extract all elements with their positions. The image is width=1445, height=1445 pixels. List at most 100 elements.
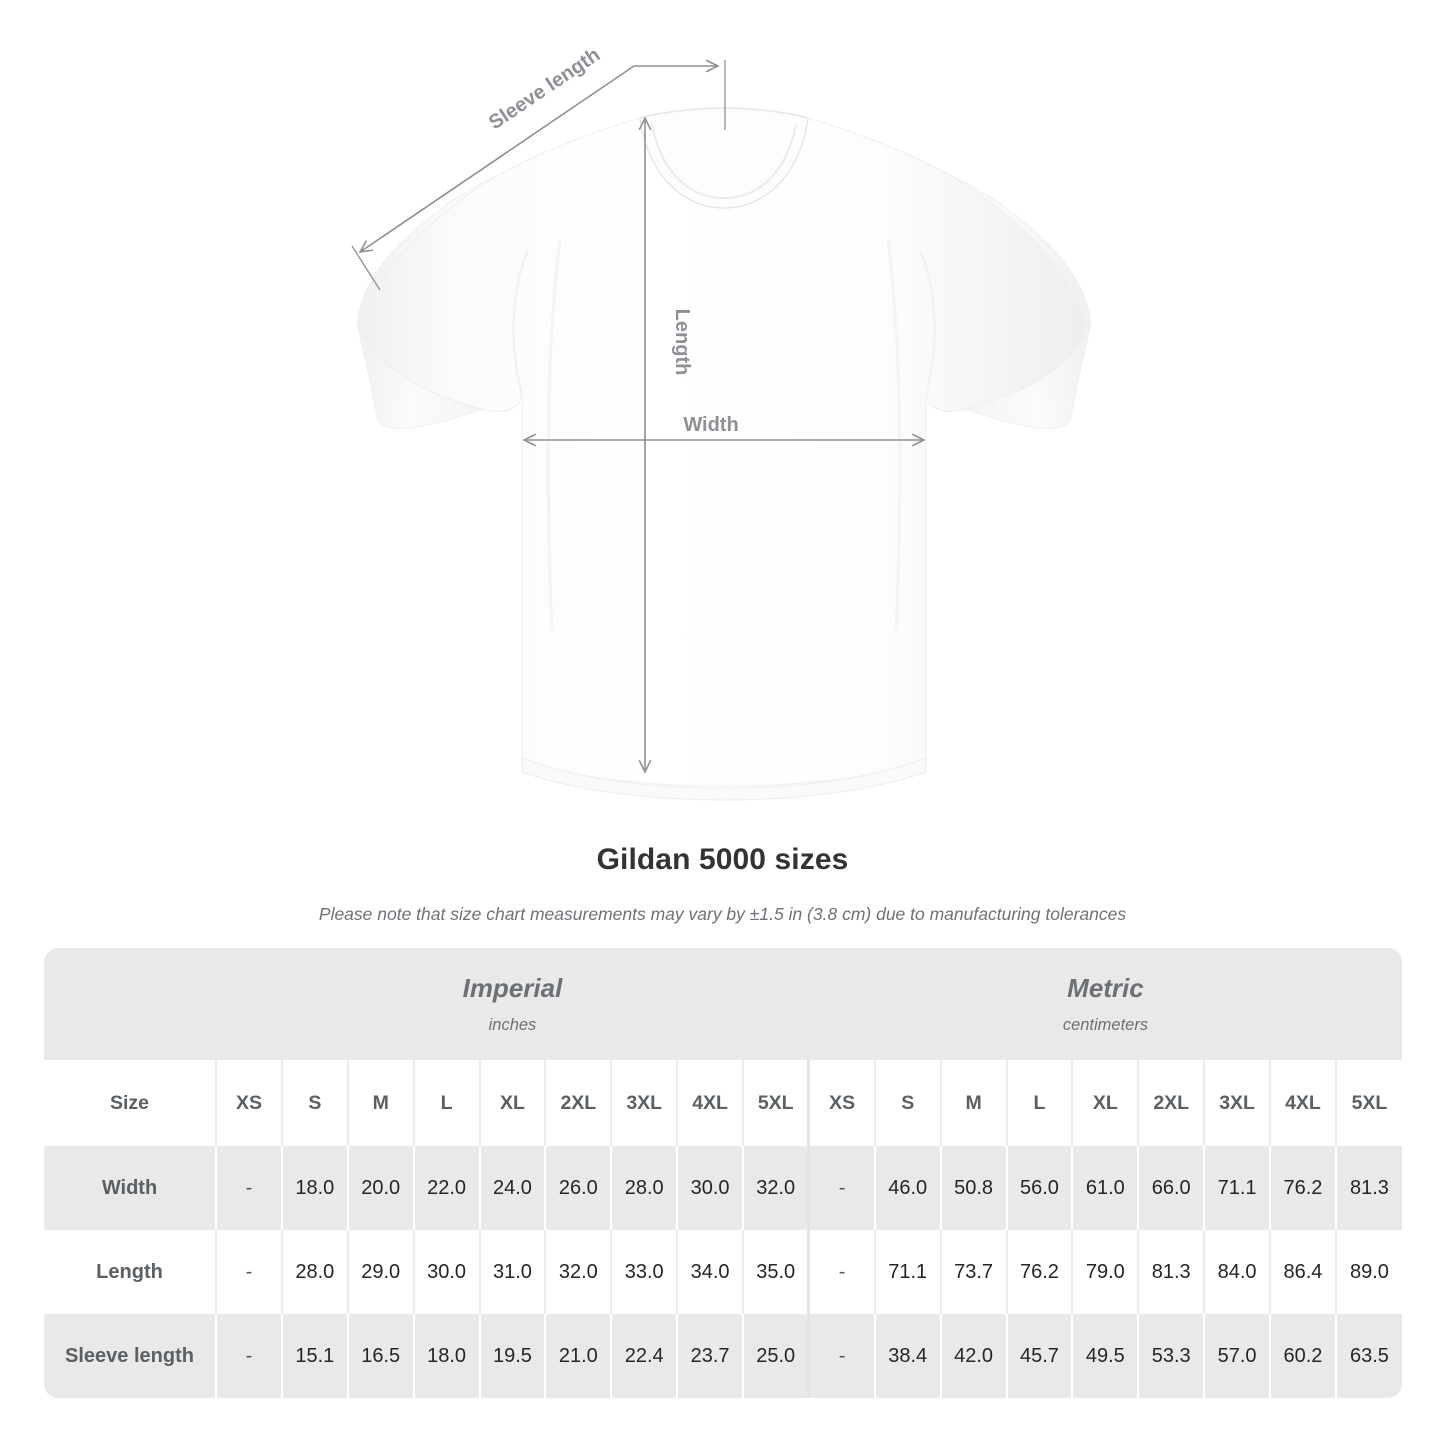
cell-width-3xl-imperial: 28.0	[611, 1146, 679, 1230]
cell-width-xs-metric: -	[808, 1146, 876, 1230]
cell-length-4xl-metric: 86.4	[1270, 1230, 1337, 1314]
empty-value-dash: -	[838, 1344, 846, 1367]
cell-width-5xl-metric: 81.3	[1335, 1146, 1402, 1230]
sleeve-length-end-tick	[351, 245, 381, 291]
tshirt-diagram: Sleeve length Length Width	[351, 44, 1092, 801]
fold-left	[546, 239, 562, 631]
cell-sleeve-length-4xl-imperial: 23.7	[677, 1314, 745, 1398]
column-header-l-imperial: L	[413, 1060, 481, 1146]
cell-sleeve-length-s-metric: 38.4	[874, 1314, 942, 1398]
unit-system-row: Imperial inches Metric centimeters	[44, 948, 1402, 1060]
cell-length-3xl-metric: 84.0	[1204, 1230, 1272, 1314]
size-chart-table-wrapper: Imperial inches Metric centimeters Size XS S M L…	[44, 948, 1402, 1398]
cell-width-3xl-metric: 71.1	[1204, 1146, 1272, 1230]
cell-length-2xl-metric: 81.3	[1138, 1230, 1206, 1314]
tolerance-note: Please note that size chart measurements…	[318, 904, 1127, 924]
cell-sleeve-length-5xl-metric: 63.5	[1335, 1314, 1402, 1398]
cell-sleeve-length-s-imperial: 15.1	[281, 1314, 349, 1398]
cell-sleeve-length-m-imperial: 16.5	[347, 1314, 415, 1398]
unit-system-name: Metric	[1067, 972, 1144, 1003]
cell-length-5xl-imperial: 35.0	[743, 1230, 811, 1314]
dimension-lines	[351, 60, 924, 772]
cell-length-l-metric: 76.2	[1006, 1230, 1074, 1314]
cell-sleeve-length-xl-imperial: 19.5	[479, 1314, 547, 1398]
cell-length-xl-imperial: 31.0	[479, 1230, 547, 1314]
cell-width-2xl-metric: 66.0	[1138, 1146, 1206, 1230]
cell-length-4xl-imperial: 34.0	[677, 1230, 745, 1314]
cell-sleeve-length-l-metric: 45.7	[1006, 1314, 1074, 1398]
cell-width-xl-imperial: 24.0	[479, 1146, 547, 1230]
column-header-2xl-imperial: 2XL	[545, 1060, 613, 1146]
table-corner-cell	[44, 948, 217, 1060]
unit-system-name: Imperial	[462, 972, 563, 1003]
table-row: Width - 18.0 20.0 22.0 24.0 26.0 28.0 30.0 32.0 - 4…	[44, 1146, 1402, 1230]
column-header-xs-metric: XS	[808, 1060, 876, 1146]
cell-width-s-metric: 46.0	[874, 1146, 942, 1230]
column-header-m-imperial: M	[347, 1060, 415, 1146]
cell-width-l-metric: 56.0	[1006, 1146, 1074, 1230]
shirt-silhouette	[356, 107, 1092, 801]
column-header-m-metric: M	[940, 1060, 1008, 1146]
cell-width-4xl-metric: 76.2	[1270, 1146, 1337, 1230]
size-chart-table: Imperial inches Metric centimeters Size XS S M L…	[44, 948, 1402, 1398]
cell-length-m-imperial: 29.0	[347, 1230, 415, 1314]
sleeve-seam-left	[512, 249, 530, 397]
cell-sleeve-length-m-metric: 42.0	[940, 1314, 1008, 1398]
cell-length-xs-metric: -	[808, 1230, 876, 1314]
column-header-4xl-imperial: 4XL	[677, 1060, 745, 1146]
cell-width-s-imperial: 18.0	[281, 1146, 349, 1230]
cell-width-m-metric: 50.8	[940, 1146, 1008, 1230]
column-header-xl-metric: XL	[1072, 1060, 1140, 1146]
column-header-5xl-imperial: 5XL	[743, 1060, 811, 1146]
cell-width-l-imperial: 22.0	[413, 1146, 481, 1230]
cell-length-5xl-metric: 89.0	[1335, 1230, 1402, 1314]
cell-sleeve-length-xs-imperial: -	[216, 1314, 283, 1398]
length-label: Length	[671, 309, 693, 376]
empty-value-dash: -	[838, 1260, 846, 1283]
row-label-length: Length	[44, 1230, 218, 1314]
cell-width-4xl-imperial: 30.0	[677, 1146, 745, 1230]
column-header-xl-imperial: XL	[479, 1060, 547, 1146]
row-label-width: Width	[44, 1146, 218, 1230]
column-header-3xl-imperial: 3XL	[611, 1060, 679, 1146]
cell-sleeve-length-xs-metric: -	[808, 1314, 876, 1398]
cell-width-xs-imperial: -	[216, 1146, 283, 1230]
unit-system-unit: centimeters	[1062, 1015, 1149, 1034]
sleeve-seam-right	[918, 249, 936, 397]
cell-width-2xl-imperial: 26.0	[545, 1146, 613, 1230]
column-header-3xl-metric: 3XL	[1204, 1060, 1272, 1146]
column-header-l-metric: L	[1006, 1060, 1074, 1146]
unit-system-imperial: Imperial inches	[216, 948, 809, 1060]
fold-right	[886, 239, 902, 631]
column-header-5xl-metric: 5XL	[1335, 1060, 1402, 1146]
column-header-s-imperial: S	[281, 1060, 349, 1146]
tshirt-measurement-svg: Sleeve length Length Width	[351, 44, 1092, 801]
sleeve-length-label: Sleeve length	[485, 44, 604, 134]
cell-sleeve-length-2xl-imperial: 21.0	[545, 1314, 613, 1398]
width-label: Width	[683, 414, 738, 436]
cell-length-3xl-imperial: 33.0	[611, 1230, 679, 1314]
cell-length-s-metric: 71.1	[874, 1230, 942, 1314]
chart-header: Gildan 5000 sizes Please note that size …	[0, 840, 1445, 926]
cell-sleeve-length-5xl-imperial: 25.0	[743, 1314, 811, 1398]
cell-length-m-metric: 73.7	[940, 1230, 1008, 1314]
column-header-s-metric: S	[874, 1060, 942, 1146]
cell-length-xl-metric: 79.0	[1072, 1230, 1140, 1314]
cell-length-2xl-imperial: 32.0	[545, 1230, 613, 1314]
cell-sleeve-length-4xl-metric: 60.2	[1270, 1314, 1337, 1398]
cell-length-s-imperial: 28.0	[281, 1230, 349, 1314]
column-header-2xl-metric: 2XL	[1138, 1060, 1206, 1146]
column-header-4xl-metric: 4XL	[1270, 1060, 1337, 1146]
table-row: Sleeve length - 15.1 16.5 18.0 19.5 21.0 22.4 23…	[44, 1314, 1402, 1398]
hem	[521, 757, 927, 801]
size-header-row: Size XS S M L XL 2XL 3XL 4XL 5XL XS S M L XL 2XL 3XL 4XL 5…	[44, 1060, 1402, 1146]
sleeve-length-diagonal	[360, 65, 635, 252]
column-header-xs-imperial: XS	[216, 1060, 283, 1146]
empty-value-dash: -	[245, 1260, 253, 1283]
empty-value-dash: -	[838, 1176, 846, 1199]
row-label-sleeve-length: Sleeve length	[44, 1314, 218, 1398]
cell-sleeve-length-l-imperial: 18.0	[413, 1314, 481, 1398]
cell-sleeve-length-3xl-metric: 57.0	[1204, 1314, 1272, 1398]
unit-system-unit: inches	[488, 1015, 537, 1034]
cell-width-5xl-imperial: 32.0	[743, 1146, 811, 1230]
